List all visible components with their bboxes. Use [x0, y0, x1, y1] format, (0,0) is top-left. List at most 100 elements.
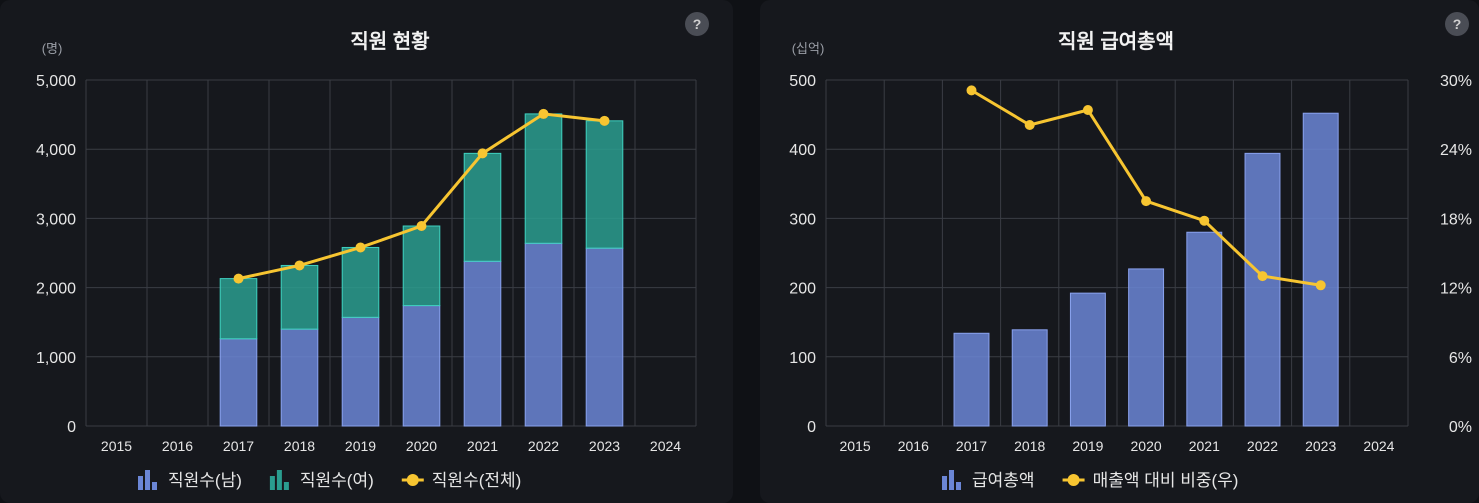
icon-bar: [152, 482, 157, 490]
line-point: [1315, 280, 1326, 291]
employee-status-chart: 직원 현황 (명) 0 1,000 2,000 3,000 4,000 5,000 2015…: [36, 30, 697, 490]
y2-tick-label: 18%: [1440, 211, 1472, 228]
line-legend-icon: [401, 474, 424, 486]
y-tick-label: 100: [789, 350, 816, 367]
y2-tick-label: 0%: [1449, 419, 1472, 436]
line-point: [1199, 215, 1210, 226]
x-tick-label: 2021: [1189, 438, 1220, 454]
icon-dot: [1067, 474, 1080, 486]
bar-legend-icon: [138, 470, 157, 490]
x-tick-label: 2020: [1131, 438, 1162, 454]
x-tick-label: 2019: [1072, 438, 1103, 454]
bar: [219, 278, 258, 340]
x-tick-label: 2018: [284, 438, 315, 454]
y2-tick-label: 24%: [1440, 142, 1472, 159]
x-tick-label: 2022: [528, 438, 559, 454]
x-tick-label: 2018: [1014, 438, 1045, 454]
line-point: [1024, 119, 1035, 130]
bar: [463, 152, 502, 262]
y-tick-label: 200: [789, 281, 816, 298]
line-point: [599, 115, 610, 126]
x-tick-label: 2016: [898, 438, 929, 454]
help-icon[interactable]: ?: [685, 12, 709, 36]
icon-bar: [276, 470, 282, 490]
y-tick-label: 0: [807, 419, 816, 436]
x-tick-label: 2023: [589, 438, 620, 454]
icon-dot: [406, 474, 419, 486]
legend-label: 직원수(남): [168, 471, 242, 490]
legend-label: 직원수(전체): [432, 471, 522, 490]
line-point: [538, 108, 549, 119]
x-tick-label: 2016: [162, 438, 193, 454]
x-tick-label: 2022: [1247, 438, 1278, 454]
y-unit-label: (명): [42, 41, 63, 56]
y-tick-label: 400: [789, 142, 816, 159]
bar: [1011, 329, 1048, 427]
line-point: [477, 148, 488, 159]
legend-label: 급여총액: [972, 471, 1035, 490]
y-unit-label: (십억): [792, 41, 825, 56]
bar: [524, 242, 563, 427]
bar: [585, 120, 624, 249]
y2-tick-label: 30%: [1440, 73, 1472, 90]
bar: [280, 328, 319, 427]
bar: [1186, 231, 1223, 427]
x-tick-label: 2019: [345, 438, 376, 454]
x-tick-label: 2021: [467, 438, 498, 454]
bar: [1302, 112, 1339, 427]
line-point: [233, 273, 244, 284]
legend-label: 매출액 대비 비중(우): [1093, 471, 1239, 490]
line-point: [1082, 104, 1093, 115]
y-tick-label: 500: [789, 73, 816, 90]
icon-bar: [145, 470, 150, 490]
bar: [402, 305, 441, 427]
x-tick-label: 2015: [840, 438, 871, 454]
y-tick-label: 1,000: [36, 350, 76, 367]
help-icon[interactable]: ?: [1445, 12, 1469, 36]
legend-label: 직원수(여): [300, 471, 374, 490]
bar: [585, 247, 624, 427]
bar: [341, 316, 380, 427]
employee-status-panel: ? 직원 현황 (명) 0 1,000 2,000 3,000 4,000 5,000 20…: [0, 0, 733, 503]
y-tick-label: 300: [789, 211, 816, 228]
x-tick-label: 2020: [406, 438, 437, 454]
chart-title: 직원 현황: [350, 30, 430, 53]
bar: [280, 264, 319, 330]
x-tick-label: 2017: [223, 438, 254, 454]
bar: [463, 260, 502, 427]
line-point: [416, 221, 427, 232]
bar: [1244, 152, 1281, 427]
payroll-chart: 직원 급여총액 (십억) 0 100 200 300 400 500 0% 6% 12% 18% 2…: [789, 30, 1472, 490]
line-point: [294, 260, 305, 271]
x-tick-label: 2017: [956, 438, 987, 454]
x-tick-label: 2015: [101, 438, 132, 454]
x-tick-label: 2024: [650, 438, 681, 454]
chart-title: 직원 급여총액: [1058, 30, 1174, 53]
icon-bar: [138, 476, 143, 490]
y2-tick-label: 12%: [1440, 281, 1472, 298]
line-legend-icon: [1062, 474, 1085, 486]
icon-bar: [283, 482, 289, 490]
bar: [402, 225, 441, 307]
line-point: [1257, 271, 1268, 282]
y-tick-label: 5,000: [36, 73, 76, 90]
x-tick-label: 2024: [1363, 438, 1394, 454]
bar-legend-icon: [942, 470, 961, 490]
y-tick-label: 0: [67, 419, 76, 436]
bar: [953, 332, 990, 427]
y-tick-label: 2,000: [36, 281, 76, 298]
line-point: [966, 85, 977, 96]
bar: [1069, 292, 1106, 427]
y-tick-label: 3,000: [36, 211, 76, 228]
bar: [1128, 268, 1165, 427]
y-tick-label: 4,000: [36, 142, 76, 159]
line-point: [1141, 196, 1152, 207]
x-tick-label: 2023: [1305, 438, 1336, 454]
bar: [219, 338, 258, 427]
bar-legend-icon: [269, 470, 289, 490]
bar: [341, 246, 380, 318]
icon-bar: [942, 476, 947, 490]
line-point: [355, 242, 366, 253]
bar: [524, 113, 563, 244]
payroll-panel: ? 직원 급여총액 (십억) 0 100 200 300 400 500 0% 6% 12% 18…: [760, 0, 1479, 503]
